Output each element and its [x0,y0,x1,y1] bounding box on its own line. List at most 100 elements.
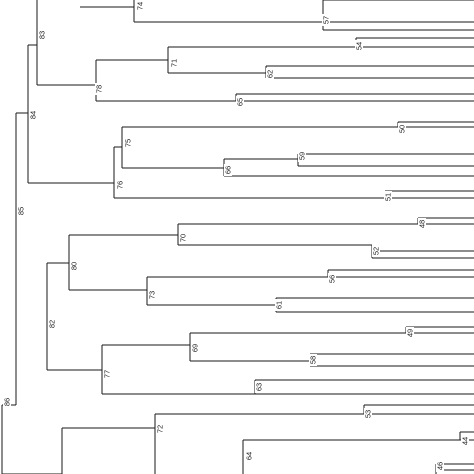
node-label: 71 [170,57,179,69]
node-label-bg [29,109,37,121]
node-label-text: 66 [224,166,233,174]
node-label-bg [406,327,414,339]
node-label-text: 63 [255,383,264,391]
node-label-bg [148,289,156,301]
node-label-bg [156,423,164,435]
node-label-bg [179,232,187,244]
node-label-bg [136,0,144,12]
node-label-bg [384,191,392,203]
node-label-text: 86 [3,398,12,406]
node-label: 85 [17,205,26,217]
node-label-bg [398,123,406,135]
node-label-bg [298,150,306,162]
node-label-bg [309,354,317,366]
node-label-text: 44 [461,437,470,445]
node-label-bg [266,68,274,80]
node-label: 46 [436,460,445,472]
node-label-text: 53 [364,410,373,418]
node-label-text: 83 [38,31,47,39]
node-label: 52 [372,245,381,257]
node-label-bg [355,40,363,52]
node-label-text: 50 [398,125,407,133]
node-label-text: 58 [309,356,318,364]
node-label-bg [418,218,426,230]
node-label: 56 [328,273,337,285]
node-label-bg [191,342,199,354]
node-label-bg [116,179,124,191]
node-label: 54 [355,40,364,52]
node-label: 50 [398,123,407,135]
node-label-text: 80 [70,262,79,270]
node-label: 65 [236,96,245,108]
node-label-text: 82 [48,320,57,328]
node-label-bg [224,164,232,176]
node-label-bg [170,57,178,69]
node-label: 75 [124,137,133,149]
node-label-text: 74 [136,2,145,10]
node-label-text: 62 [266,70,275,78]
node-label-text: 84 [29,111,38,119]
node-label: 76 [116,179,125,191]
node-label: 51 [384,191,393,203]
node-label-bg [275,299,283,311]
node-label-text: 51 [384,193,393,201]
node-label-text: 72 [156,425,165,433]
node-label: 61 [275,299,284,311]
node-label: 78 [95,83,104,95]
node-label-bg [17,205,25,217]
node-label: 44 [461,435,470,447]
node-label-text: 52 [372,247,381,255]
node-label-text: 70 [179,234,188,242]
node-label: 83 [38,29,47,41]
node-label-bg [124,137,132,149]
node-label: 66 [224,164,233,176]
node-label: 64 [245,450,254,462]
node-label: 58 [309,354,318,366]
node-label-bg [70,260,78,272]
node-label: 70 [179,232,188,244]
node-label-bg [245,450,253,462]
node-label-bg [372,245,380,257]
node-label: 80 [70,260,79,272]
node-label-text: 48 [418,220,427,228]
node-label-text: 77 [103,370,112,378]
node-label-bg [328,273,336,285]
node-label-bg [103,368,111,380]
node-label-text: 76 [116,181,125,189]
node-label: 62 [266,68,275,80]
node-label-text: 65 [236,98,245,106]
node-label-bg [38,29,46,41]
node-label: 57 [322,14,331,26]
node-label-text: 61 [275,301,284,309]
node-label: 59 [298,150,307,162]
node-label: 48 [418,218,427,230]
node-label-text: 57 [322,16,331,24]
node-label: 73 [148,289,157,301]
node-label-bg [255,381,263,393]
node-label: 86 [3,396,12,408]
node-label-bg [364,408,372,420]
node-label-bg [48,318,56,330]
node-label-text: 59 [298,152,307,160]
node-label: 72 [156,423,165,435]
node-label: 69 [191,342,200,354]
node-label-bg [436,460,444,472]
node-label-text: 56 [328,275,337,283]
node-label: 53 [364,408,373,420]
node-label-text: 71 [170,59,179,67]
node-label: 82 [48,318,57,330]
node-label: 84 [29,109,38,121]
node-label-text: 78 [95,85,104,93]
node-label-bg [322,14,330,26]
node-label-text: 73 [148,291,157,299]
node-label-text: 54 [355,42,364,50]
node-label: 77 [103,368,112,380]
node-label: 63 [255,381,264,393]
node-label-bg [3,396,11,408]
node-label-bg [461,435,469,447]
node-label-text: 75 [124,139,133,147]
node-label-bg [236,96,244,108]
node-label-text: 69 [191,344,200,352]
